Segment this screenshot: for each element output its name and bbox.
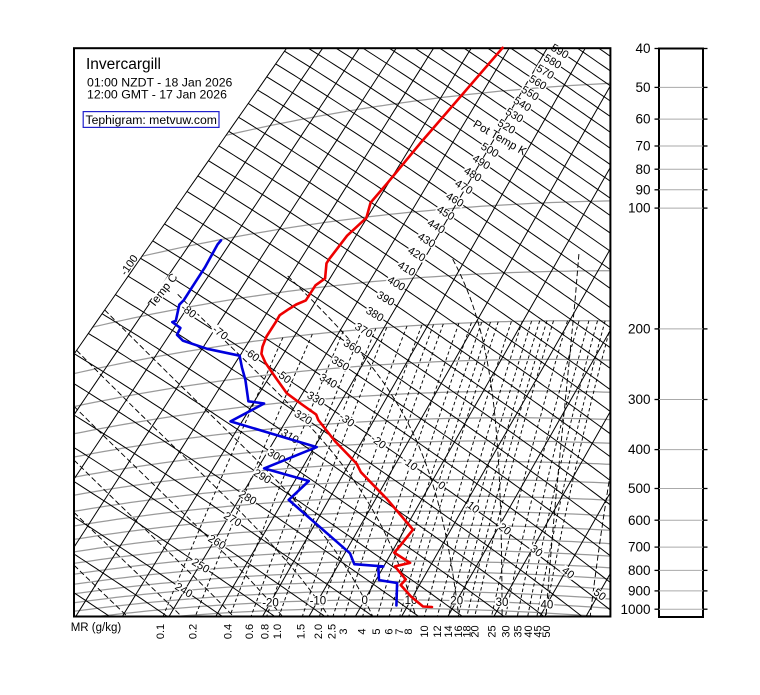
svg-text:30: 30: [496, 597, 509, 609]
svg-text:20: 20: [470, 625, 482, 637]
svg-text:40: 40: [559, 565, 576, 582]
svg-text:7: 7: [394, 628, 406, 634]
svg-text:0.8: 0.8: [260, 624, 272, 639]
svg-text:4: 4: [356, 628, 368, 634]
svg-text:12: 12: [432, 625, 444, 637]
svg-text:35: 35: [513, 625, 525, 637]
svg-text:100: 100: [628, 201, 651, 216]
svg-text:50: 50: [635, 80, 650, 95]
svg-text:8: 8: [403, 628, 415, 634]
svg-text:30: 30: [528, 543, 545, 560]
svg-text:30: 30: [501, 625, 513, 637]
svg-text:2.0: 2.0: [313, 624, 325, 639]
svg-text:5: 5: [371, 628, 383, 634]
svg-text:0.1: 0.1: [155, 624, 167, 639]
svg-text:12:00 GMT - 17 Jan 2026: 12:00 GMT - 17 Jan 2026: [87, 88, 227, 102]
svg-text:70: 70: [635, 139, 650, 154]
svg-text:0.4: 0.4: [222, 624, 234, 639]
svg-text:50: 50: [591, 586, 608, 603]
svg-text:0: 0: [361, 595, 367, 607]
svg-text:40: 40: [635, 41, 650, 56]
svg-text:Tephigram: metvuw.com: Tephigram: metvuw.com: [86, 113, 217, 127]
svg-text:90: 90: [635, 182, 650, 197]
svg-text:800: 800: [628, 563, 651, 578]
svg-text:1000: 1000: [620, 602, 650, 617]
svg-text:14: 14: [443, 625, 455, 637]
svg-text:1.0: 1.0: [272, 624, 284, 639]
svg-text:50: 50: [541, 625, 553, 637]
svg-text:40: 40: [523, 625, 535, 637]
svg-text:3: 3: [338, 628, 350, 634]
svg-text:25: 25: [487, 625, 499, 637]
svg-text:2.5: 2.5: [327, 624, 339, 639]
svg-text:0.6: 0.6: [244, 624, 256, 639]
svg-text:300: 300: [628, 392, 651, 407]
svg-text:6: 6: [383, 628, 395, 634]
svg-text:1.5: 1.5: [296, 624, 308, 639]
svg-text:40: 40: [541, 599, 554, 611]
svg-text:MR (g/kg): MR (g/kg): [71, 622, 122, 634]
svg-text:16: 16: [453, 625, 465, 637]
svg-text:01:00 NZDT - 18 Jan 2026: 01:00 NZDT - 18 Jan 2026: [87, 76, 233, 90]
svg-text:200: 200: [628, 322, 651, 337]
svg-text:-10: -10: [310, 596, 327, 608]
svg-text:0.2: 0.2: [188, 624, 200, 639]
svg-text:60: 60: [635, 112, 650, 127]
svg-text:45: 45: [532, 625, 544, 637]
svg-text:10: 10: [464, 499, 481, 516]
svg-text:18: 18: [462, 625, 474, 637]
svg-text:700: 700: [628, 540, 651, 555]
svg-text:600: 600: [628, 513, 651, 528]
svg-text:20: 20: [496, 521, 513, 538]
svg-text:10: 10: [419, 625, 431, 637]
svg-text:500: 500: [628, 481, 651, 496]
svg-text:80: 80: [635, 162, 650, 177]
svg-text:400: 400: [628, 442, 651, 457]
svg-text:Invercargill: Invercargill: [86, 56, 161, 73]
svg-text:-20: -20: [262, 597, 279, 609]
svg-text:20: 20: [450, 596, 463, 608]
svg-text:900: 900: [628, 584, 651, 599]
